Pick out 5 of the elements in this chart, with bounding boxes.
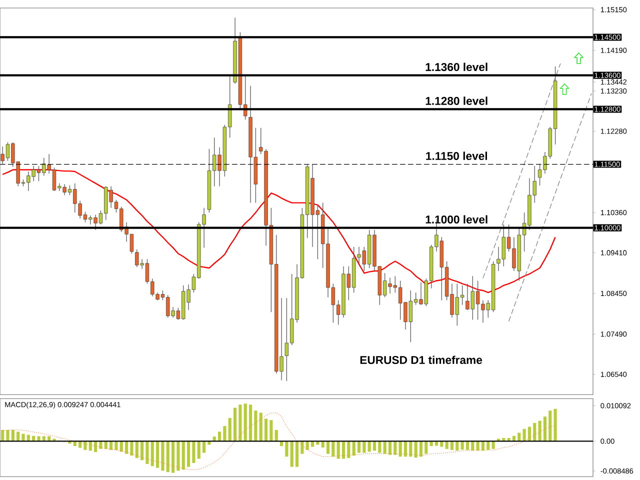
annotation: 1.1000 level <box>426 215 488 224</box>
annotation: 1.1280 level <box>426 96 488 105</box>
annotation: 1.1150 level <box>426 152 487 160</box>
annotation: EURUSD D1 timeframe <box>360 356 482 364</box>
annotation: 1.1360 level <box>426 62 488 72</box>
